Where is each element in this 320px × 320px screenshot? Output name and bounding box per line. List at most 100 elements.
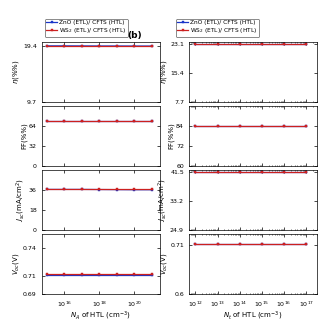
ZnO (ETL)/ CFTS (HTL) bbox=[304, 170, 308, 174]
ZnO (ETL)/ CFTS (HTL) bbox=[282, 42, 286, 46]
ZnO (ETL)/ CFTS (HTL) bbox=[260, 170, 264, 174]
ZnO (ETL)/ CFTS (HTL) bbox=[45, 273, 49, 277]
WS$_2$ (ETL)/ CFTS (HTL) bbox=[115, 188, 119, 191]
WS$_2$ (ETL)/ CFTS (HTL) bbox=[150, 44, 154, 48]
WS$_2$ (ETL)/ CFTS (HTL) bbox=[260, 42, 264, 46]
Y-axis label: $J_{sc}$(mA/cm$^2$): $J_{sc}$(mA/cm$^2$) bbox=[15, 178, 28, 222]
ZnO (ETL)/ CFTS (HTL) bbox=[194, 170, 197, 174]
WS$_2$ (ETL)/ CFTS (HTL) bbox=[304, 242, 308, 246]
WS$_2$ (ETL)/ CFTS (HTL) bbox=[238, 242, 242, 246]
WS$_2$ (ETL)/ CFTS (HTL) bbox=[80, 188, 84, 191]
WS$_2$ (ETL)/ CFTS (HTL) bbox=[150, 272, 154, 276]
WS$_2$ (ETL)/ CFTS (HTL) bbox=[238, 124, 242, 128]
WS$_2$ (ETL)/ CFTS (HTL) bbox=[304, 171, 308, 174]
ZnO (ETL)/ CFTS (HTL) bbox=[150, 119, 154, 123]
Y-axis label: FF(%%): FF(%%) bbox=[21, 123, 27, 149]
WS$_2$ (ETL)/ CFTS (HTL) bbox=[282, 242, 286, 246]
Line: WS$_2$ (ETL)/ CFTS (HTL): WS$_2$ (ETL)/ CFTS (HTL) bbox=[45, 44, 153, 47]
WS$_2$ (ETL)/ CFTS (HTL) bbox=[45, 188, 49, 191]
ZnO (ETL)/ CFTS (HTL) bbox=[260, 242, 264, 246]
ZnO (ETL)/ CFTS (HTL) bbox=[282, 124, 286, 128]
WS$_2$ (ETL)/ CFTS (HTL) bbox=[97, 272, 101, 276]
ZnO (ETL)/ CFTS (HTL) bbox=[194, 124, 197, 128]
WS$_2$ (ETL)/ CFTS (HTL) bbox=[282, 42, 286, 46]
Line: ZnO (ETL)/ CFTS (HTL): ZnO (ETL)/ CFTS (HTL) bbox=[45, 120, 153, 123]
Line: ZnO (ETL)/ CFTS (HTL): ZnO (ETL)/ CFTS (HTL) bbox=[194, 243, 308, 246]
ZnO (ETL)/ CFTS (HTL) bbox=[132, 188, 136, 192]
ZnO (ETL)/ CFTS (HTL) bbox=[45, 119, 49, 123]
Line: ZnO (ETL)/ CFTS (HTL): ZnO (ETL)/ CFTS (HTL) bbox=[194, 43, 308, 46]
Line: ZnO (ETL)/ CFTS (HTL): ZnO (ETL)/ CFTS (HTL) bbox=[194, 171, 308, 174]
Line: ZnO (ETL)/ CFTS (HTL): ZnO (ETL)/ CFTS (HTL) bbox=[194, 125, 308, 128]
Line: WS$_2$ (ETL)/ CFTS (HTL): WS$_2$ (ETL)/ CFTS (HTL) bbox=[194, 243, 308, 246]
WS$_2$ (ETL)/ CFTS (HTL) bbox=[80, 44, 84, 48]
ZnO (ETL)/ CFTS (HTL) bbox=[80, 119, 84, 123]
ZnO (ETL)/ CFTS (HTL) bbox=[132, 273, 136, 277]
ZnO (ETL)/ CFTS (HTL) bbox=[194, 42, 197, 46]
ZnO (ETL)/ CFTS (HTL) bbox=[80, 44, 84, 48]
ZnO (ETL)/ CFTS (HTL) bbox=[62, 273, 66, 277]
WS$_2$ (ETL)/ CFTS (HTL) bbox=[260, 124, 264, 128]
ZnO (ETL)/ CFTS (HTL) bbox=[115, 44, 119, 48]
Line: WS$_2$ (ETL)/ CFTS (HTL): WS$_2$ (ETL)/ CFTS (HTL) bbox=[194, 125, 308, 127]
ZnO (ETL)/ CFTS (HTL) bbox=[115, 188, 119, 192]
ZnO (ETL)/ CFTS (HTL) bbox=[216, 170, 220, 174]
ZnO (ETL)/ CFTS (HTL) bbox=[282, 242, 286, 246]
Legend: ZnO (ETL)/ CFTS (HTL), WS$_2$ (ETL)/ CFTS (HTL): ZnO (ETL)/ CFTS (HTL), WS$_2$ (ETL)/ CFT… bbox=[176, 19, 259, 37]
WS$_2$ (ETL)/ CFTS (HTL) bbox=[115, 119, 119, 123]
WS$_2$ (ETL)/ CFTS (HTL) bbox=[115, 44, 119, 48]
ZnO (ETL)/ CFTS (HTL) bbox=[150, 188, 154, 192]
WS$_2$ (ETL)/ CFTS (HTL) bbox=[260, 171, 264, 174]
WS$_2$ (ETL)/ CFTS (HTL) bbox=[45, 119, 49, 123]
ZnO (ETL)/ CFTS (HTL) bbox=[62, 119, 66, 123]
ZnO (ETL)/ CFTS (HTL) bbox=[115, 273, 119, 277]
WS$_2$ (ETL)/ CFTS (HTL) bbox=[62, 44, 66, 48]
Y-axis label: $\eta$(%%): $\eta$(%%) bbox=[159, 60, 169, 84]
WS$_2$ (ETL)/ CFTS (HTL) bbox=[260, 242, 264, 246]
Line: WS$_2$ (ETL)/ CFTS (HTL): WS$_2$ (ETL)/ CFTS (HTL) bbox=[45, 273, 153, 275]
WS$_2$ (ETL)/ CFTS (HTL) bbox=[304, 42, 308, 46]
ZnO (ETL)/ CFTS (HTL) bbox=[216, 242, 220, 246]
ZnO (ETL)/ CFTS (HTL) bbox=[150, 44, 154, 48]
WS$_2$ (ETL)/ CFTS (HTL) bbox=[304, 124, 308, 128]
WS$_2$ (ETL)/ CFTS (HTL) bbox=[132, 119, 136, 123]
ZnO (ETL)/ CFTS (HTL) bbox=[260, 124, 264, 128]
WS$_2$ (ETL)/ CFTS (HTL) bbox=[97, 44, 101, 48]
Line: ZnO (ETL)/ CFTS (HTL): ZnO (ETL)/ CFTS (HTL) bbox=[45, 188, 153, 191]
ZnO (ETL)/ CFTS (HTL) bbox=[45, 188, 49, 191]
ZnO (ETL)/ CFTS (HTL) bbox=[304, 242, 308, 246]
WS$_2$ (ETL)/ CFTS (HTL) bbox=[150, 188, 154, 191]
ZnO (ETL)/ CFTS (HTL) bbox=[238, 42, 242, 46]
WS$_2$ (ETL)/ CFTS (HTL) bbox=[62, 272, 66, 276]
WS$_2$ (ETL)/ CFTS (HTL) bbox=[45, 272, 49, 276]
Line: WS$_2$ (ETL)/ CFTS (HTL): WS$_2$ (ETL)/ CFTS (HTL) bbox=[45, 119, 153, 122]
ZnO (ETL)/ CFTS (HTL) bbox=[216, 42, 220, 46]
ZnO (ETL)/ CFTS (HTL) bbox=[62, 188, 66, 191]
WS$_2$ (ETL)/ CFTS (HTL) bbox=[194, 124, 197, 128]
WS$_2$ (ETL)/ CFTS (HTL) bbox=[132, 188, 136, 191]
Text: (b): (b) bbox=[127, 31, 142, 40]
WS$_2$ (ETL)/ CFTS (HTL) bbox=[194, 171, 197, 174]
X-axis label: $N_A$ of HTL (cm$^{-3}$): $N_A$ of HTL (cm$^{-3}$) bbox=[70, 310, 131, 320]
ZnO (ETL)/ CFTS (HTL) bbox=[132, 119, 136, 123]
ZnO (ETL)/ CFTS (HTL) bbox=[115, 119, 119, 123]
ZnO (ETL)/ CFTS (HTL) bbox=[304, 124, 308, 128]
WS$_2$ (ETL)/ CFTS (HTL) bbox=[45, 44, 49, 48]
ZnO (ETL)/ CFTS (HTL) bbox=[132, 44, 136, 48]
ZnO (ETL)/ CFTS (HTL) bbox=[238, 124, 242, 128]
WS$_2$ (ETL)/ CFTS (HTL) bbox=[115, 272, 119, 276]
ZnO (ETL)/ CFTS (HTL) bbox=[97, 119, 101, 123]
WS$_2$ (ETL)/ CFTS (HTL) bbox=[80, 272, 84, 276]
WS$_2$ (ETL)/ CFTS (HTL) bbox=[216, 242, 220, 246]
WS$_2$ (ETL)/ CFTS (HTL) bbox=[62, 188, 66, 191]
WS$_2$ (ETL)/ CFTS (HTL) bbox=[150, 119, 154, 123]
ZnO (ETL)/ CFTS (HTL) bbox=[238, 170, 242, 174]
WS$_2$ (ETL)/ CFTS (HTL) bbox=[216, 124, 220, 128]
Line: ZnO (ETL)/ CFTS (HTL): ZnO (ETL)/ CFTS (HTL) bbox=[45, 274, 153, 276]
ZnO (ETL)/ CFTS (HTL) bbox=[150, 273, 154, 277]
Line: WS$_2$ (ETL)/ CFTS (HTL): WS$_2$ (ETL)/ CFTS (HTL) bbox=[194, 171, 308, 174]
Y-axis label: $J_{sc}$(mA/cm$^2$): $J_{sc}$(mA/cm$^2$) bbox=[156, 178, 169, 222]
Legend: ZnO (ETL)/ CFTS (HTL), WS$_2$ (ETL)/ CFTS (HTL): ZnO (ETL)/ CFTS (HTL), WS$_2$ (ETL)/ CFT… bbox=[44, 19, 128, 37]
ZnO (ETL)/ CFTS (HTL) bbox=[97, 188, 101, 191]
Line: WS$_2$ (ETL)/ CFTS (HTL): WS$_2$ (ETL)/ CFTS (HTL) bbox=[194, 43, 308, 45]
